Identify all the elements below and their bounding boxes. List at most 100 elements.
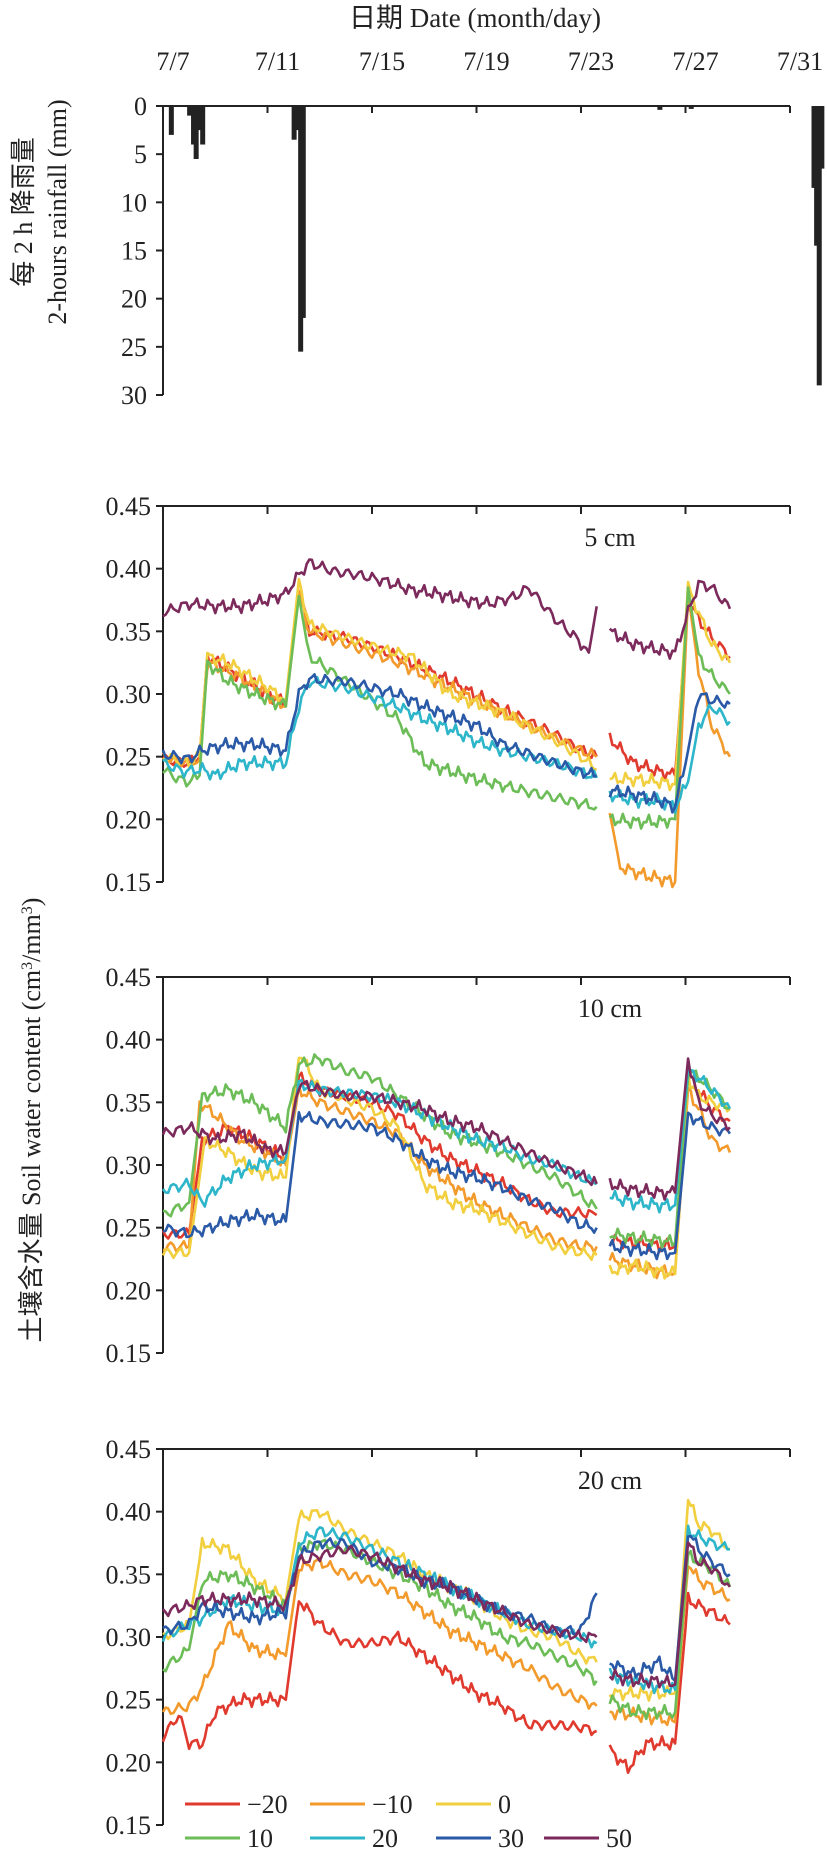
rain-bar — [819, 106, 825, 169]
swc-axis-unit-end: ) — [17, 898, 46, 907]
legend-label: 0 — [498, 1790, 511, 1819]
swc-y-tick-label: 0.45 — [106, 963, 152, 992]
swc-y-tick-label: 0.40 — [106, 1498, 152, 1527]
x-tick-label: 7/23 — [568, 47, 614, 76]
series-line-2 — [162, 1509, 598, 1665]
rain-bar — [688, 106, 694, 109]
swc-y-tick-label: 0.35 — [106, 1560, 152, 1589]
swc-axis-title-main: 土壤含水量 Soil water content (cm — [17, 970, 46, 1343]
swc-y-tick-label: 0.20 — [106, 805, 152, 834]
panel-depth-label: 20 cm — [578, 1466, 642, 1495]
x-tick-label: 7/15 — [359, 47, 405, 76]
rain-axis-title-en: 2-hours rainfall (mm) — [43, 99, 72, 324]
legend-label: −10 — [372, 1790, 413, 1819]
series-line-4 — [609, 1066, 732, 1214]
swc-y-tick-label: 0.15 — [106, 868, 152, 897]
rain-bar — [291, 106, 297, 140]
rain-bar — [200, 106, 206, 145]
series-line-3 — [162, 1538, 598, 1686]
rain-y-tick-label: 0 — [134, 92, 147, 121]
swc-y-tick-label: 0.30 — [106, 680, 152, 709]
rainfall-panel: 0 5 10 15 20 25 30 — [121, 92, 825, 410]
rain-bar — [298, 106, 304, 352]
rain-bar — [294, 106, 300, 131]
swc-y-tick-label: 0.20 — [106, 1748, 152, 1777]
series-line-6 — [162, 1544, 598, 1644]
series-line-1 — [162, 1083, 598, 1254]
series-line-2 — [608, 1073, 731, 1280]
legend-label: 50 — [606, 1824, 632, 1853]
series-line-5 — [162, 1111, 598, 1239]
swc-y-tick-label: 0.40 — [106, 555, 152, 584]
series-line-5 — [608, 1111, 731, 1261]
series-line-2 — [609, 580, 732, 792]
series-line-0 — [161, 592, 598, 768]
x-tick-label: 7/7 — [156, 47, 189, 76]
swc-panel-20cm: 0.15 0.20 0.25 0.30 0.35 0.40 0.45 20 cm — [106, 1435, 791, 1840]
series-line-0 — [161, 1071, 598, 1240]
series-line-6 — [608, 1541, 731, 1689]
series-line-0 — [161, 1600, 598, 1751]
rain-axis-title-zh: 每 2 h 降雨量 — [9, 137, 38, 287]
rain-bar — [300, 106, 306, 318]
series-line-1 — [609, 1565, 731, 1727]
series-line-6 — [162, 558, 598, 654]
x-tick-label: 7/27 — [672, 47, 718, 76]
swc-y-tick-label: 0.40 — [106, 1026, 152, 1055]
swc-y-tick-label: 0.25 — [106, 1214, 152, 1243]
rain-y-tick-label: 20 — [121, 285, 147, 314]
series-line-2 — [161, 1056, 598, 1261]
swc-y-tick-label: 0.15 — [106, 1811, 152, 1840]
rain-bar — [811, 106, 817, 188]
swc-y-tick-label: 0.30 — [106, 1623, 152, 1652]
rain-bar — [168, 106, 174, 135]
panel-depth-label: 5 cm — [584, 523, 635, 552]
x-axis-title: 日期 Date (month/day) — [349, 3, 601, 33]
series-line-0 — [608, 1591, 731, 1774]
legend: −20 −10 0 10 20 30 50 — [185, 1790, 632, 1853]
series-line-3 — [162, 594, 598, 811]
series-line-5 — [609, 1534, 731, 1683]
series-line-4 — [162, 675, 598, 781]
series-line-3 — [608, 586, 731, 830]
series-line-6 — [608, 579, 732, 660]
x-tick-label: 7/31 — [777, 47, 823, 76]
swc-axis-title: 土壤含水量 Soil water content (cm3/mm3) — [17, 898, 46, 1343]
series-line-1 — [608, 592, 732, 889]
series-line-6 — [161, 1079, 598, 1187]
rain-bar — [816, 106, 822, 386]
rain-y-tick-label: 15 — [121, 237, 147, 266]
legend-label: 30 — [498, 1824, 524, 1853]
series-line-3 — [162, 1053, 598, 1218]
swc-axis-unit-sup2: 3 — [19, 906, 36, 914]
swc-axis-unit-mid: /mm — [17, 914, 46, 962]
series-line-6 — [608, 1057, 731, 1201]
rain-y-tick-label: 10 — [121, 188, 147, 217]
series-line-5 — [161, 673, 598, 779]
legend-label: 20 — [372, 1824, 398, 1853]
series-line-5 — [608, 692, 731, 814]
rain-bar — [197, 106, 203, 131]
x-tick-label: 7/11 — [255, 47, 300, 76]
rain-bar — [814, 106, 820, 246]
rain-bar — [193, 106, 199, 159]
swc-y-tick-label: 0.35 — [106, 1088, 152, 1117]
series-line-1 — [161, 1556, 598, 1716]
series-line-4 — [161, 1078, 597, 1208]
x-tick-labels: 7/7 7/11 7/15 7/19 7/23 7/27 7/31 — [156, 47, 823, 76]
swc-axis-unit-sup1: 3 — [19, 962, 36, 970]
series-line-1 — [161, 589, 598, 768]
swc-y-tick-label: 0.25 — [106, 743, 152, 772]
series-line-2 — [161, 577, 597, 771]
rain-y-tick-label: 5 — [134, 140, 147, 169]
swc-y-tick-label: 0.45 — [106, 1435, 152, 1464]
swc-panel-5cm: 0.15 0.20 0.25 0.30 0.35 0.40 0.45 5 cm — [106, 492, 791, 897]
rain-bar — [187, 106, 193, 116]
series-line-4 — [608, 1524, 730, 1695]
rain-bar — [191, 106, 197, 145]
swc-y-tick-label: 0.25 — [106, 1686, 152, 1715]
swc-y-tick-label: 0.35 — [106, 617, 152, 646]
rain-y-tick-label: 25 — [121, 333, 147, 362]
panel-depth-label: 10 cm — [578, 994, 642, 1023]
